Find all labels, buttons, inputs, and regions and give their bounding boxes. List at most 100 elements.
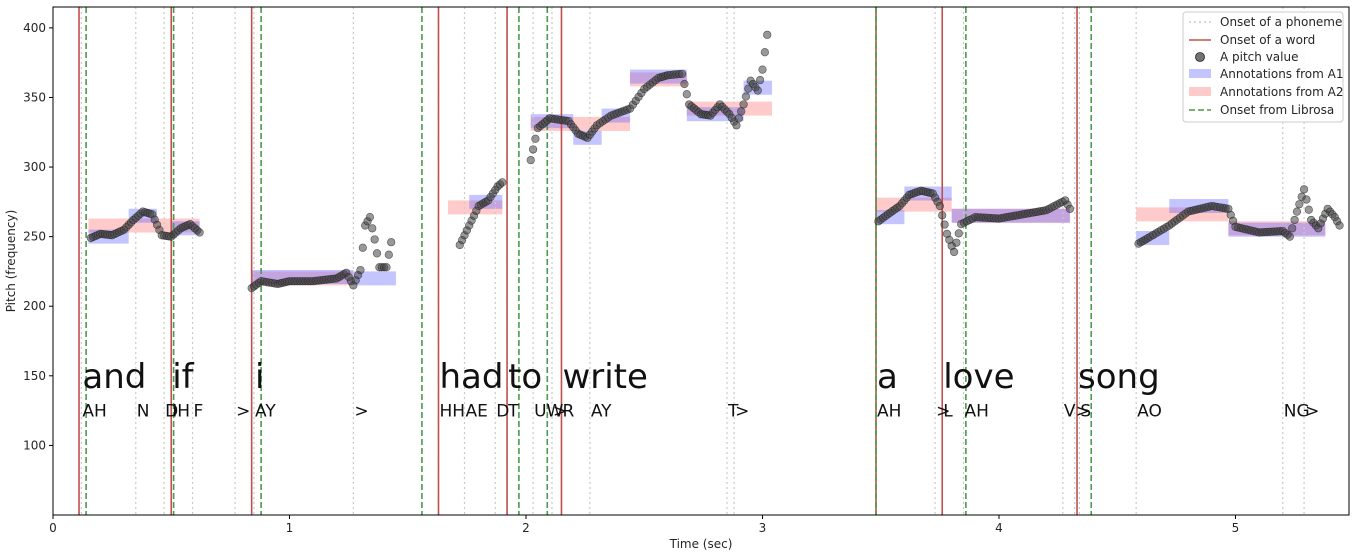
pitch-point-102 (384, 250, 393, 259)
pitch-point-101 (382, 263, 391, 272)
phoneme-label-26: NG (1284, 402, 1310, 422)
phoneme-label-27: > (1305, 402, 1319, 422)
pitch-point-205 (734, 114, 743, 123)
x-axis-label: Time (sec) (669, 537, 733, 551)
legend-entry-a2: Annotations from A2 (1220, 85, 1343, 99)
word-label-0: and (82, 357, 146, 397)
pitch-point-183 (682, 90, 691, 99)
pitch-point-181 (677, 69, 687, 78)
phoneme-label-13: > (553, 402, 567, 422)
phoneme-label-4: F (194, 402, 204, 422)
pitch-point-95 (368, 224, 377, 233)
pitch-point-294 (1065, 204, 1075, 213)
phoneme-label-3: IH (172, 402, 190, 422)
y-tick-label-6: 400 (23, 21, 46, 35)
legend-swatch-a2 (1189, 87, 1211, 96)
pitch-point-46 (195, 228, 204, 237)
phoneme-label-1: N (137, 402, 150, 422)
phoneme-label-16: T (727, 402, 739, 422)
pitch-point-214 (756, 75, 765, 85)
pitch-point-215 (758, 65, 767, 74)
phoneme-label-2: D (165, 402, 178, 422)
pitch-point-360 (1302, 195, 1311, 204)
legend-entry-librosa: Onset from Librosa (1220, 103, 1334, 117)
word-label-2: i (255, 357, 264, 397)
pitch-point-123 (526, 155, 535, 165)
phoneme-label-14: R (562, 402, 574, 422)
pitch-point-359 (1299, 185, 1309, 194)
phoneme-label-19: > (936, 402, 950, 422)
y-axis-label: Pitch (frequency) (4, 210, 18, 313)
legend-swatch-pitch (1195, 52, 1205, 62)
phoneme-label-12: UW (534, 402, 563, 422)
pitch-point-245 (938, 211, 947, 220)
y-tick-label-4: 300 (23, 160, 46, 174)
pitch-point-206 (737, 107, 746, 116)
phoneme-label-17: > (735, 402, 749, 422)
pitch-point-94 (365, 213, 375, 222)
phoneme-label-0: AH (82, 402, 106, 422)
y-tick-label-1: 150 (23, 369, 46, 383)
pitch-point-182 (680, 79, 689, 89)
pitch-point-353 (1285, 232, 1294, 241)
x-tick-label-3: 3 (759, 521, 767, 535)
word-label-5: write (562, 357, 647, 397)
x-tick-label-4: 4 (995, 521, 1003, 535)
x-tick-label-5: 5 (1232, 521, 1240, 535)
pitch-point-91 (358, 243, 367, 252)
word-label-6: a (877, 357, 898, 397)
pitch-point-204 (732, 121, 741, 130)
pitch-point-217 (763, 30, 772, 39)
legend-frame (1182, 11, 1344, 123)
word-label-8: song (1078, 357, 1160, 397)
pitch-point-252 (954, 229, 963, 238)
phoneme-label-18: AH (877, 402, 901, 422)
plot-frame (52, 6, 1350, 516)
phoneme-label-8: HH (439, 402, 465, 422)
pitch-point-207 (739, 100, 748, 109)
pitch-point-246 (940, 220, 949, 229)
phoneme-label-20: L (943, 402, 953, 422)
y-tick-label-3: 250 (23, 230, 46, 244)
y-axis: 100 150 200 250 300 350 400 (23, 21, 53, 452)
pitch-point-96 (370, 235, 379, 244)
x-tick-label-0: 0 (49, 521, 57, 535)
legend-entry-word-onset: Onset of a word (1220, 33, 1315, 47)
phoneme-label-5: > (236, 402, 250, 422)
pitch-point-90 (356, 265, 365, 275)
y-tick-label-2: 200 (23, 299, 46, 313)
pitch-point-244 (935, 201, 944, 211)
pitch-point-122 (498, 178, 507, 187)
pitch-point-103 (387, 238, 396, 247)
pitch-point-216 (760, 48, 769, 57)
pitch-point-354 (1288, 224, 1297, 233)
pitch-point-97 (372, 249, 382, 258)
pitch-point-213 (753, 86, 762, 95)
word-label-7: love (943, 357, 1014, 397)
phoneme-label-6: AY (255, 402, 276, 422)
pitch-point-357 (1295, 200, 1304, 209)
x-tick-label-2: 2 (522, 521, 530, 535)
phoneme-label-21: AH (965, 402, 989, 422)
x-axis: 0 1 2 3 4 5 (49, 515, 1239, 535)
phoneme-label-25: AO (1137, 402, 1162, 422)
phoneme-label-23: > (1076, 402, 1090, 422)
phoneme-label-7: > (354, 402, 368, 422)
legend-entry-pitch: A pitch value (1220, 50, 1298, 64)
phoneme-label-15: AY (591, 402, 612, 422)
pitch-point-355 (1290, 215, 1299, 225)
a1-annotation-4 (353, 271, 396, 286)
y-tick-label-5: 350 (23, 90, 46, 104)
phoneme-label-24: S (1080, 402, 1091, 422)
pitch-point-356 (1292, 207, 1302, 216)
phoneme-label-9: AE (466, 402, 488, 422)
word-label-1: if (172, 357, 194, 397)
x-tick-label-1: 1 (286, 521, 294, 535)
pitch-point-250 (949, 247, 959, 257)
word-label-3: had (439, 357, 503, 397)
pitch-point-374 (1335, 221, 1344, 230)
pitch-point-125 (531, 134, 540, 143)
pitch-point-124 (528, 145, 538, 154)
